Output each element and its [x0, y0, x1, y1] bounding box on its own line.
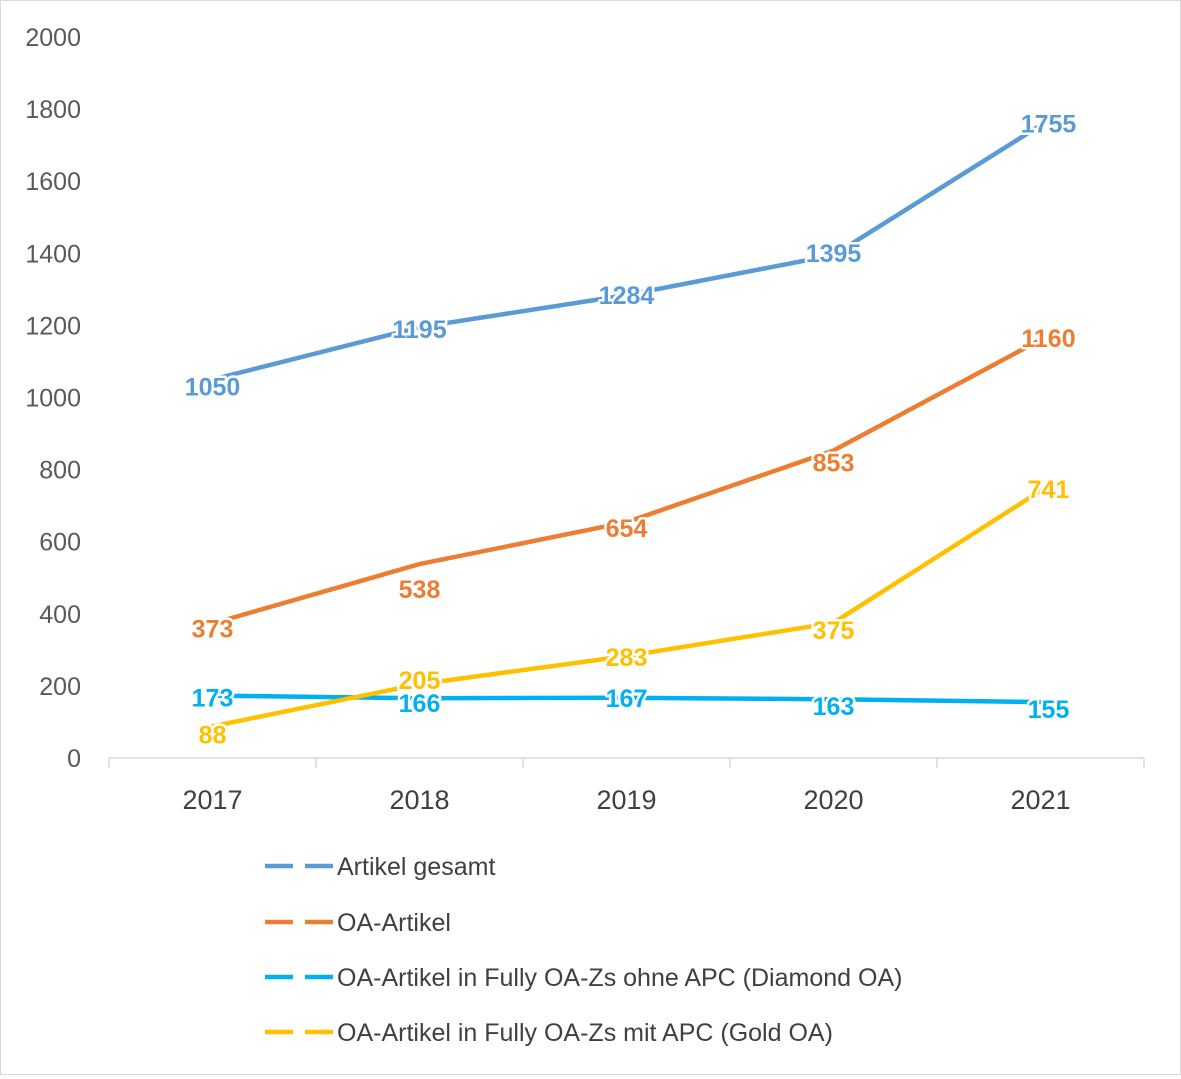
data-label: 375: [813, 617, 855, 645]
legend-label: OA-Artikel in Fully OA-Zs ohne APC (Diam…: [337, 964, 902, 992]
data-label: 1395: [806, 240, 862, 268]
data-label: 853: [813, 449, 855, 477]
data-label: 1284: [599, 282, 655, 310]
y-tick-label: 0: [67, 745, 81, 773]
series-lines: [210, 123, 1043, 729]
y-tick-label: 1000: [25, 385, 81, 413]
series-line-2: [210, 337, 1043, 626]
x-tick-label: 2019: [596, 785, 656, 815]
legend-label: OA-Artikel in Fully OA-Zs mit APC (Gold …: [337, 1019, 833, 1047]
x-tick-label: 2020: [803, 785, 863, 815]
y-axis: 0 200 400 600 800 1000 1200 1400 1600 1800 2000: [25, 24, 81, 773]
data-label: 155: [1028, 696, 1070, 724]
legend: Artikel gesamt OA-Artikel OA-Artikel in Fu…: [265, 853, 902, 1047]
x-tick-label: 2018: [389, 785, 449, 815]
y-tick-label: 1600: [25, 168, 81, 196]
x-tick-label: 2017: [182, 785, 242, 815]
data-label: 1160: [1021, 325, 1075, 353]
legend-label: OA-Artikel: [337, 909, 451, 937]
y-tick-label: 400: [39, 601, 81, 629]
y-tick-label: 1400: [25, 240, 81, 268]
data-labels: 1050 1195 1284 1395 1755 373 538 654 853 1160 173 1…: [182, 108, 1079, 752]
series-line-1: [210, 123, 1043, 382]
data-label: 1755: [1021, 110, 1077, 138]
data-label: 283: [606, 644, 648, 672]
data-label: 166: [399, 690, 441, 718]
y-tick-label: 1200: [25, 312, 81, 340]
legend-label: Artikel gesamt: [337, 853, 495, 881]
data-label: 741: [1028, 476, 1070, 504]
data-label: 654: [606, 515, 648, 543]
data-label: 167: [606, 685, 648, 713]
x-axis: 2017 2018 2019 2020 2021: [108, 757, 1145, 815]
data-label: 1195: [392, 316, 446, 344]
y-tick-label: 600: [39, 529, 81, 557]
data-label: 373: [192, 616, 234, 644]
data-label: 538: [399, 576, 441, 604]
data-label: 88: [199, 721, 227, 749]
y-tick-label: 800: [39, 457, 81, 485]
y-tick-label: 2000: [25, 24, 81, 52]
data-label: 163: [813, 693, 855, 721]
data-label: 173: [192, 685, 234, 713]
y-tick-label: 200: [39, 673, 81, 701]
series-line-4: [210, 488, 1043, 729]
y-tick-label: 1800: [25, 96, 81, 124]
data-label: 1050: [185, 373, 241, 401]
x-tick-label: 2021: [1010, 785, 1070, 815]
data-label: 205: [399, 667, 441, 695]
